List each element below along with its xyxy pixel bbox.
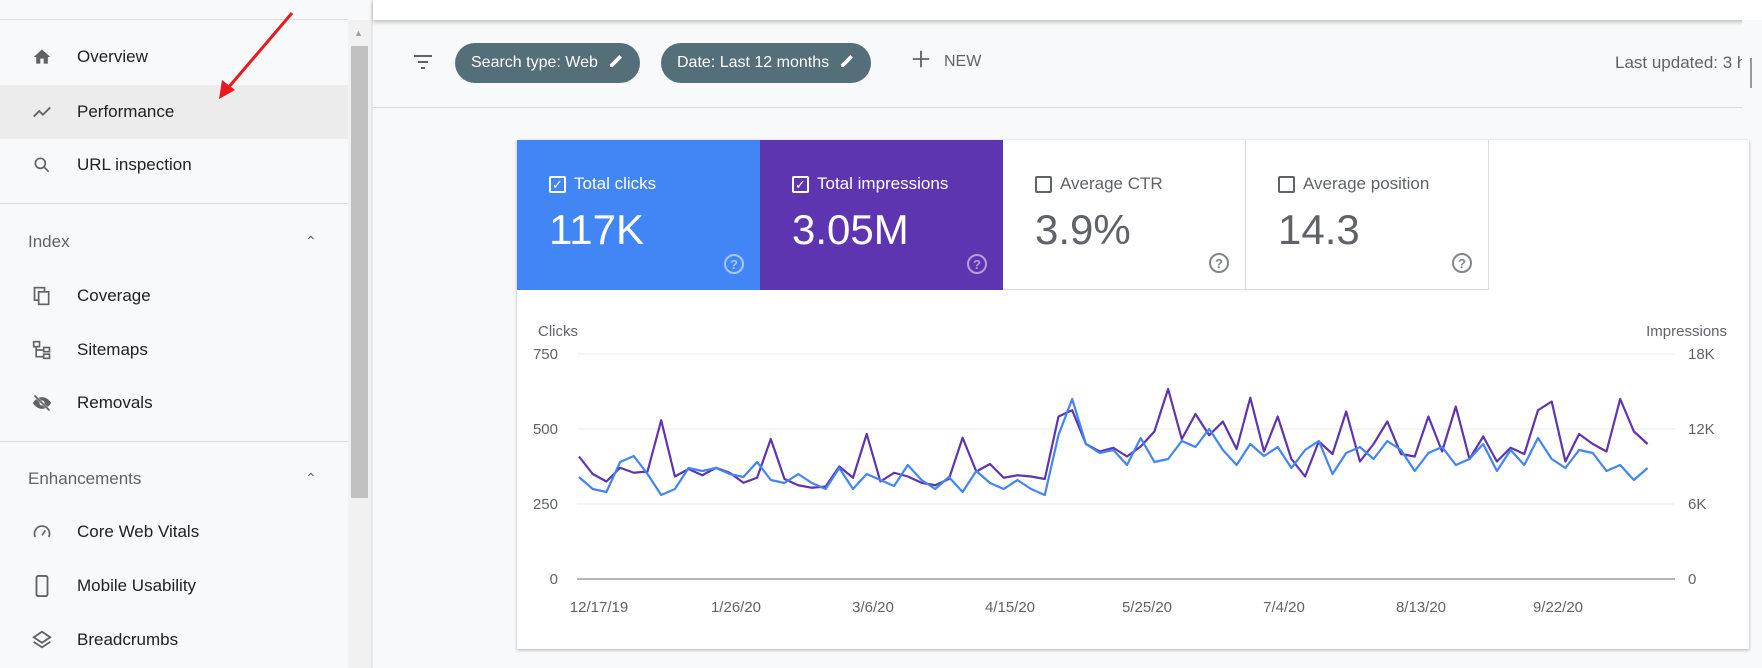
home-icon <box>30 45 54 69</box>
sidebar-item-label: URL inspection <box>77 155 192 174</box>
search-type-chip[interactable]: Search type: Web <box>455 43 640 83</box>
sidebar-item-label: Breadcrumbs <box>77 630 179 649</box>
sitemap-icon <box>30 338 54 362</box>
checkbox-checked-icon[interactable]: ✓ <box>792 175 809 193</box>
trending-up-icon <box>30 100 54 124</box>
sidebar-item-label: Sitemaps <box>77 340 148 359</box>
edit-pencil-icon <box>608 53 624 74</box>
top-bar <box>373 0 1762 20</box>
eye-off-icon <box>30 391 54 415</box>
divider <box>0 203 348 204</box>
sidebar-item-label: Mobile Usability <box>77 576 197 595</box>
checkbox-unchecked-icon[interactable] <box>1278 175 1295 193</box>
sidebar-item-core-web-vitals[interactable]: Core Web Vitals <box>0 505 348 559</box>
section-index-title: Index <box>28 232 70 251</box>
divider <box>0 441 348 442</box>
help-icon[interactable]: ? <box>724 254 744 274</box>
chevron-up-icon[interactable]: ⌃ <box>305 233 317 249</box>
scrollbar-thumb[interactable] <box>1750 58 1752 88</box>
sidebar-scrollbar[interactable]: ▲ <box>348 20 371 668</box>
search-icon <box>30 153 54 177</box>
metric-value: 3.05M <box>792 206 909 253</box>
sidebar-top <box>0 0 348 20</box>
metric-label: Average CTR <box>1060 174 1163 193</box>
metric-label: Average position <box>1303 174 1430 193</box>
metric-average-ctr[interactable]: Average CTR 3.9% ? <box>1003 140 1246 290</box>
chip-label: Date: Last 12 months <box>677 54 830 71</box>
chip-label: Search type: Web <box>471 54 598 71</box>
metric-label: Total impressions <box>817 174 949 193</box>
sidebar-item-coverage[interactable]: Coverage <box>0 269 348 323</box>
metric-value: 117K <box>549 206 644 253</box>
new-filter-button[interactable]: NEW <box>910 48 981 75</box>
phone-icon <box>30 574 54 598</box>
divider <box>371 0 373 668</box>
sidebar-item-mobile-usability[interactable]: Mobile Usability <box>0 559 348 613</box>
metric-average-position[interactable]: Average position 14.3 ? <box>1246 140 1489 290</box>
new-label: NEW <box>944 52 982 70</box>
sidebar-item-label: Overview <box>77 47 148 66</box>
plus-icon <box>910 48 932 75</box>
sidebar-item-label: Performance <box>77 102 175 121</box>
performance-card: ✓ Total clicks 117K ? ✓ Total impressions … <box>517 140 1749 649</box>
sidebar-item-breadcrumbs[interactable]: Breadcrumbs <box>0 613 348 667</box>
edit-pencil-icon <box>839 53 855 74</box>
scrollbar-thumb[interactable] <box>351 46 368 498</box>
copy-icon <box>30 284 54 308</box>
last-updated-text: Last updated: 3 h <box>1615 53 1747 72</box>
sidebar-item-sitemaps[interactable]: Sitemaps <box>0 323 348 377</box>
layers-icon <box>30 628 54 652</box>
metric-total-clicks[interactable]: ✓ Total clicks 117K ? <box>517 140 760 290</box>
filter-icon[interactable] <box>411 50 435 79</box>
help-icon[interactable]: ? <box>967 254 987 274</box>
date-chip[interactable]: Date: Last 12 months <box>661 43 872 83</box>
sidebar-item-overview[interactable]: Overview <box>0 30 348 84</box>
sidebar: Overview Performance URL inspection Inde… <box>0 0 348 668</box>
scroll-up-arrow-icon[interactable]: ▲ <box>354 28 363 38</box>
checkbox-unchecked-icon[interactable] <box>1035 175 1052 193</box>
metric-value: 3.9% <box>1035 206 1131 253</box>
chevron-up-icon[interactable]: ⌃ <box>305 470 317 486</box>
section-enhancements-title: Enhancements <box>28 469 142 488</box>
filter-toolbar: Search type: Web Date: Last 12 months NE… <box>373 20 1746 108</box>
sidebar-item-performance[interactable]: Performance <box>0 85 348 139</box>
sidebar-item-label: Coverage <box>77 286 151 305</box>
metric-value: 14.3 <box>1278 206 1360 253</box>
metric-label: Total clicks <box>574 174 657 193</box>
sidebar-item-label: Core Web Vitals <box>77 522 200 541</box>
sidebar-item-removals[interactable]: Removals <box>0 376 348 430</box>
help-icon[interactable]: ? <box>1209 253 1229 273</box>
sidebar-item-url-inspection[interactable]: URL inspection <box>0 138 348 192</box>
help-icon[interactable]: ? <box>1452 253 1472 273</box>
sidebar-item-label: Removals <box>77 393 153 412</box>
checkbox-checked-icon[interactable]: ✓ <box>549 175 566 193</box>
gauge-icon <box>30 520 54 544</box>
metric-total-impressions[interactable]: ✓ Total impressions 3.05M ? <box>760 140 1003 290</box>
